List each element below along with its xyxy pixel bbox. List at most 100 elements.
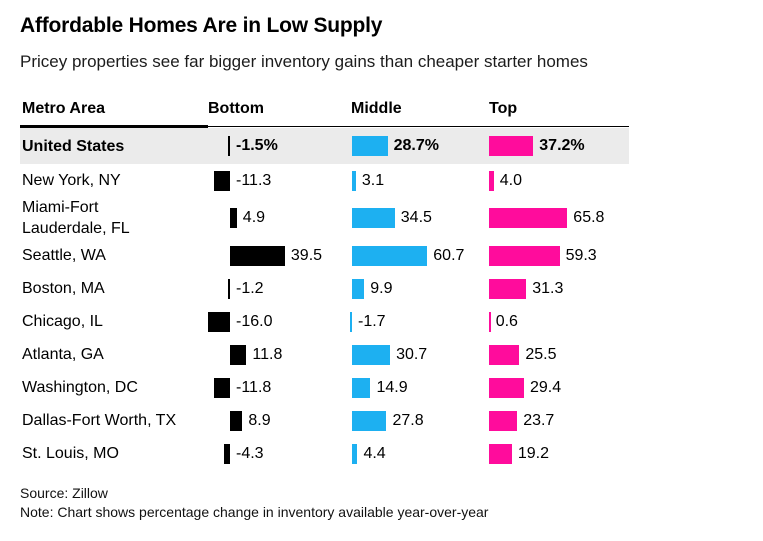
- header-rule-thin-segment: [208, 126, 629, 127]
- bottom-bar: [230, 344, 247, 365]
- column-header-top: Top: [489, 100, 518, 117]
- metro-area-label: Miami-Fort Lauderdale, FL: [22, 199, 130, 237]
- bottom-bar: [224, 443, 230, 464]
- chart-title: Affordable Homes Are in Low Supply: [20, 14, 383, 37]
- top-bar: [489, 410, 518, 431]
- note-line: Note: Chart shows percentage change in i…: [20, 504, 489, 520]
- bottom-bar-cell: -4.3: [208, 437, 349, 470]
- bottom-value-label: -11.8: [236, 378, 272, 396]
- top-bar-cell: 19.2: [489, 437, 629, 470]
- top-bar: [489, 136, 534, 156]
- top-bar: [489, 245, 560, 266]
- top-bar-cell: 23.7: [489, 404, 629, 437]
- table-row: Atlanta, GA 11.8 30.7 25.5: [20, 338, 629, 371]
- top-bar-cell: 37.2%: [489, 128, 629, 164]
- bottom-bar: [228, 278, 230, 299]
- middle-bar: [352, 443, 358, 464]
- column-header-metro-area: Metro Area: [22, 100, 105, 117]
- middle-bar: [352, 278, 365, 299]
- top-value-label: 29.4: [529, 378, 562, 396]
- middle-bar-cell: 4.4: [349, 437, 489, 470]
- middle-bar: [352, 344, 391, 365]
- bottom-bar-cell: 8.9: [208, 404, 349, 437]
- bottom-bar-cell: -11.8: [208, 371, 349, 404]
- bottom-bar: [230, 208, 237, 228]
- bottom-bar: [227, 136, 230, 156]
- middle-bar-cell: 14.9: [349, 371, 489, 404]
- column-header-middle: Middle: [351, 100, 402, 117]
- middle-bar: [349, 311, 352, 332]
- middle-value-label: 30.7: [396, 345, 428, 363]
- top-bar: [489, 377, 524, 398]
- chart-container: Affordable Homes Are in Low Supply Price…: [20, 14, 743, 522]
- metro-area-label: Chicago, IL: [22, 313, 103, 330]
- bottom-value-label: -4.3: [236, 444, 264, 462]
- table-row: United States -1.5% 28.7% 37.2%: [20, 128, 629, 164]
- bar-table: Metro Area Bottom Middle Top United Stat…: [20, 92, 629, 470]
- table-row: Miami-Fort Lauderdale, FL 4.9 34.5 65.8: [20, 197, 629, 239]
- middle-bar-cell: 9.9: [349, 272, 489, 305]
- source-line: Source: Zillow: [20, 485, 108, 501]
- top-bar: [489, 170, 494, 191]
- top-value-label: 23.7: [523, 411, 555, 429]
- bottom-bar-cell: -11.3: [208, 164, 349, 197]
- metro-area-label: United States: [22, 137, 125, 155]
- bottom-bar-cell: 11.8: [208, 338, 349, 371]
- rows: United States -1.5% 28.7% 37.2% New York, NY…: [20, 128, 629, 470]
- top-value-label: 0.6: [495, 312, 518, 330]
- top-value-label: 31.3: [532, 279, 564, 297]
- chart-subtitle: Pricey properties see far bigger invento…: [20, 52, 588, 71]
- middle-bar-cell: -1.7: [349, 305, 489, 338]
- bottom-value-label: -11.3: [236, 171, 272, 189]
- bottom-value-label: -16.0: [236, 312, 273, 330]
- bottom-bar: [213, 377, 230, 398]
- header-rule-thick-segment: [20, 125, 208, 128]
- middle-value-label: 34.5: [400, 209, 432, 226]
- bottom-value-label: -1.5%: [236, 137, 278, 154]
- top-bar-cell: 0.6: [489, 305, 629, 338]
- table-row: New York, NY -11.3 3.1 4.0: [20, 164, 629, 197]
- metro-area-label: New York, NY: [22, 172, 121, 189]
- top-value-label: 19.2: [517, 444, 549, 462]
- bottom-value-label: 11.8: [252, 345, 283, 363]
- middle-value-label: 27.8: [392, 411, 424, 429]
- middle-bar: [352, 410, 387, 431]
- bottom-value-label: 39.5: [290, 246, 323, 264]
- middle-value-label: 28.7%: [393, 137, 439, 154]
- middle-value-label: 4.4: [363, 444, 386, 462]
- metro-area-label: St. Louis, MO: [22, 445, 119, 462]
- footer: Source: Zillow Note: Chart shows percent…: [20, 484, 743, 522]
- middle-bar-cell: 60.7: [349, 239, 489, 272]
- bottom-bar: [230, 245, 285, 266]
- top-bar-cell: 65.8: [489, 197, 629, 239]
- top-bar: [489, 208, 568, 228]
- bottom-bar-cell: 39.5: [208, 239, 349, 272]
- middle-bar-cell: 34.5: [349, 197, 489, 239]
- metro-area-label: Washington, DC: [22, 379, 138, 396]
- metro-area-label: Seattle, WA: [22, 247, 106, 264]
- top-bar-cell: 4.0: [489, 164, 629, 197]
- top-bar-cell: 59.3: [489, 239, 629, 272]
- middle-value-label: 9.9: [370, 279, 393, 297]
- middle-bar-cell: 27.8: [349, 404, 489, 437]
- top-value-label: 4.0: [499, 171, 522, 189]
- bottom-value-label: 4.9: [242, 209, 266, 226]
- table-row: Seattle, WA 39.5 60.7 59.3: [20, 239, 629, 272]
- column-header-bottom: Bottom: [208, 100, 264, 117]
- middle-value-label: 3.1: [361, 171, 385, 189]
- metro-area-label: Boston, MA: [22, 280, 105, 297]
- bottom-bar-cell: -16.0: [208, 305, 349, 338]
- middle-value-label: 60.7: [433, 246, 465, 264]
- bottom-value-label: 8.9: [248, 411, 271, 429]
- top-value-label: 65.8: [573, 209, 605, 226]
- top-bar: [489, 443, 512, 464]
- bottom-bar: [214, 170, 230, 191]
- middle-value-label: -1.7: [358, 312, 386, 330]
- middle-bar: [352, 170, 356, 191]
- metro-area-label: Atlanta, GA: [22, 346, 104, 363]
- middle-bar: [352, 208, 395, 228]
- table-row: Chicago, IL -16.0 -1.7 0.6: [20, 305, 629, 338]
- middle-bar-cell: 28.7%: [349, 128, 489, 164]
- top-bar: [489, 344, 520, 365]
- table-row: Boston, MA -1.2 9.9 31.3: [20, 272, 629, 305]
